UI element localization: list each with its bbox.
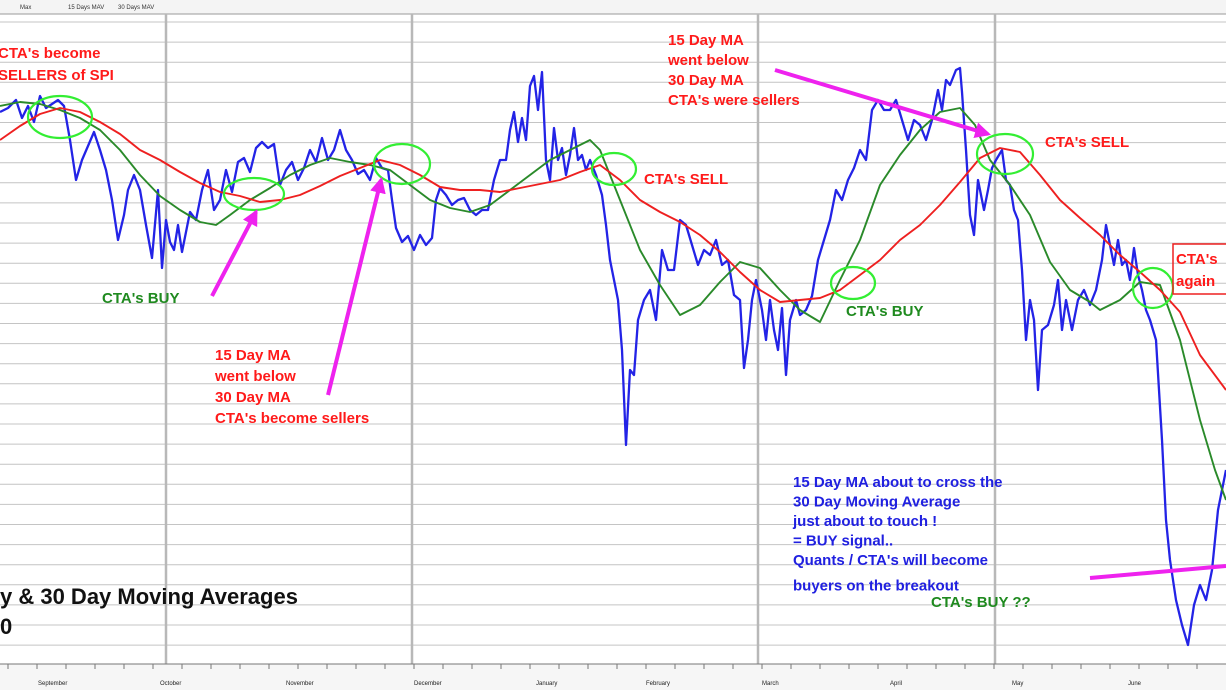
chart-title: y & 30 Day Moving Averages	[0, 584, 298, 609]
annotation-text: SELLERS of SPI	[0, 67, 114, 84]
chart-subtitle: 0	[0, 614, 12, 639]
signal-arrow	[210, 209, 258, 297]
x-tick-label: September	[38, 681, 67, 687]
annotation-text: CTA's SELL	[1045, 134, 1129, 151]
annotation-text: 30 Day MA	[668, 72, 744, 89]
annotation-text: CTA's become sellers	[215, 410, 369, 427]
x-axis-band	[0, 664, 1226, 690]
annotation-text: 30 Day Moving Average	[793, 494, 960, 511]
x-tick-label: December	[414, 681, 442, 687]
series-line	[0, 66, 1226, 647]
series-line	[0, 101, 1226, 501]
annotation-text: 15 Day MA	[215, 347, 291, 364]
signal-circle	[829, 265, 877, 301]
legend-entry: 15 Days MAV	[68, 5, 104, 11]
signal-arrow	[774, 68, 992, 138]
x-axis: September October November December January F…	[7, 664, 1198, 687]
legend-entry: Max	[20, 5, 31, 11]
x-tick-label: November	[286, 681, 314, 687]
vertical-gridlines	[164, 14, 997, 664]
annotation-text: CTA's become	[0, 45, 100, 62]
annotation-text: went below	[667, 52, 749, 69]
annotation-text: went below	[214, 368, 296, 385]
signal-circle	[372, 142, 432, 186]
legend-strip	[0, 0, 1226, 14]
annotation-text: = BUY signal..	[793, 533, 893, 550]
annotation-text: CTA's BUY	[846, 303, 923, 320]
series-group	[0, 66, 1226, 647]
signal-arrow	[326, 176, 386, 396]
x-tick-label: October	[160, 681, 181, 687]
x-tick-label: May	[1012, 681, 1023, 687]
annotation-text: CTA's BUY	[102, 290, 179, 307]
annotation-text: 30 Day MA	[215, 389, 291, 406]
x-tick-label: June	[1128, 681, 1142, 687]
annotation-text: CTA's were sellers	[668, 92, 800, 109]
x-tick-label: February	[646, 681, 670, 687]
annotation-text: CTA's SELL	[644, 171, 728, 188]
annotation-text: Quants / CTA's will become	[793, 552, 988, 569]
annotation-text: CTA's	[1176, 251, 1218, 268]
x-tick-label: March	[762, 681, 779, 687]
annotation-box	[1172, 243, 1226, 295]
annotation-text: CTA's BUY ??	[931, 594, 1031, 611]
annotation-text: again	[1176, 273, 1215, 290]
breakout-line	[1089, 564, 1226, 580]
annotation-text: 15 Day MA about to cross the	[793, 474, 1003, 491]
annotation-markers	[26, 68, 1226, 580]
signal-circle	[975, 132, 1035, 176]
x-tick-label: April	[890, 681, 902, 687]
legend-entry: 30 Days MAV	[118, 5, 154, 11]
signal-circle	[26, 94, 94, 140]
series-line	[0, 107, 1226, 391]
annotation-text: buyers on the breakout	[793, 578, 959, 595]
legend: Max 15 Days MAV 30 Days MAV	[20, 5, 154, 11]
annotation-texts: CTA's become SELLERS of SPI CTA's BUY 15 Da…	[0, 32, 1218, 611]
annotation-text: just about to touch !	[792, 513, 937, 530]
annotation-text: 15 Day MA	[668, 32, 744, 49]
signal-circle	[590, 151, 638, 187]
x-tick-label: January	[536, 681, 557, 687]
